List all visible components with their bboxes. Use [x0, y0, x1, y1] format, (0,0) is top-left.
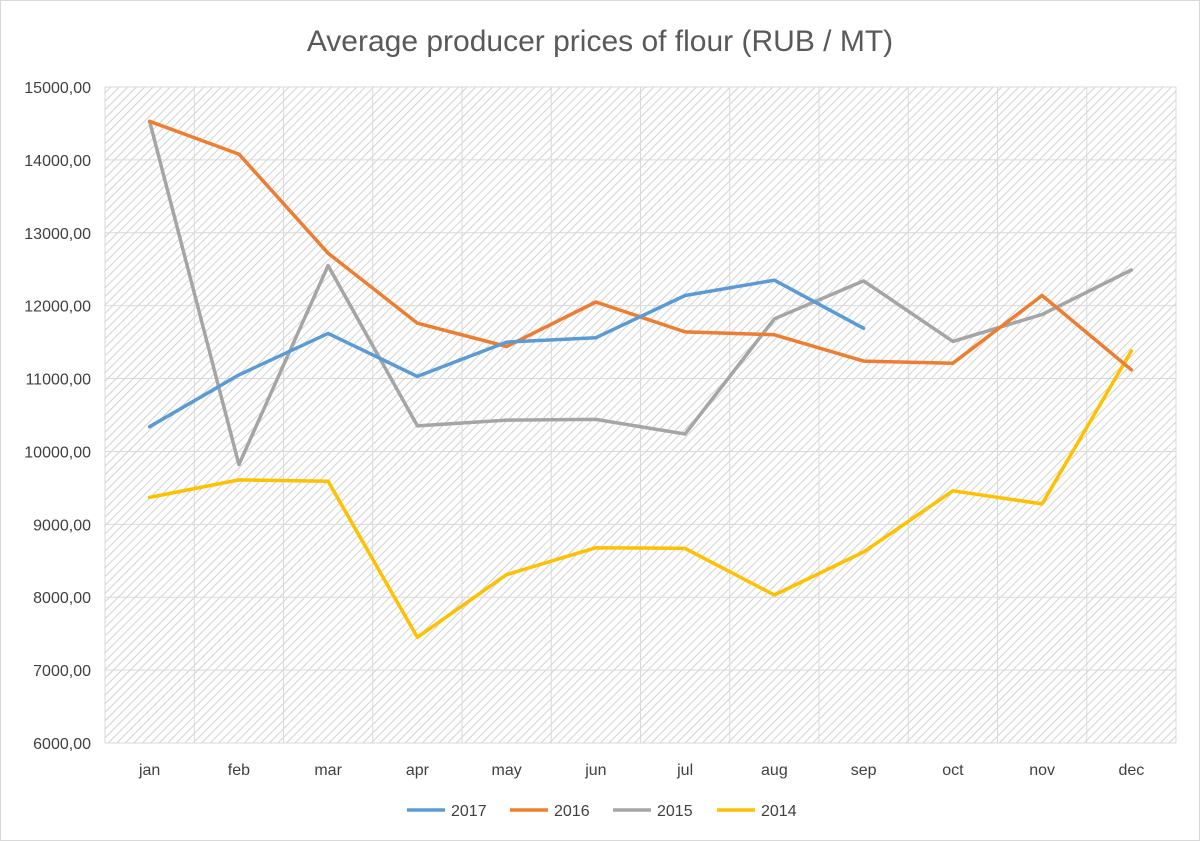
- x-tick-label: dec: [1118, 762, 1144, 779]
- legend-label-2017: 2017: [451, 803, 487, 820]
- y-tick-label: 12000,00: [24, 299, 91, 316]
- y-tick-label: 7000,00: [33, 663, 91, 680]
- legend-label-2016: 2016: [554, 803, 590, 820]
- y-tick-label: 15000,00: [24, 80, 91, 97]
- x-tick-label: jan: [138, 762, 160, 779]
- series-line-2014: [147, 349, 1134, 640]
- x-tick-label: jun: [584, 762, 606, 779]
- y-tick-label: 13000,00: [24, 226, 91, 243]
- x-tick-label: sep: [851, 762, 877, 779]
- y-tick-label: 6000,00: [33, 736, 91, 753]
- x-tick-label: feb: [228, 762, 250, 779]
- x-tick-label: nov: [1029, 762, 1055, 779]
- x-tick-label: oct: [942, 762, 964, 779]
- series-line-2017: [147, 278, 866, 429]
- y-tick-label: 9000,00: [33, 517, 91, 534]
- legend-label-2014: 2014: [761, 803, 797, 820]
- y-tick-label: 8000,00: [33, 590, 91, 607]
- x-tick-label: apr: [406, 762, 430, 779]
- x-tick-label: mar: [314, 762, 342, 779]
- legend-label-2015: 2015: [657, 803, 693, 820]
- y-tick-label: 11000,00: [25, 372, 91, 389]
- x-tick-label: aug: [761, 762, 788, 779]
- x-tick-label: jul: [676, 762, 693, 779]
- y-tick-label: 14000,00: [24, 153, 91, 170]
- y-tick-label: 10000,00: [24, 444, 91, 461]
- series-line-2015: [147, 119, 1134, 467]
- x-tick-label: may: [492, 762, 522, 779]
- chart-title: Average producer prices of flour (RUB / …: [307, 25, 893, 58]
